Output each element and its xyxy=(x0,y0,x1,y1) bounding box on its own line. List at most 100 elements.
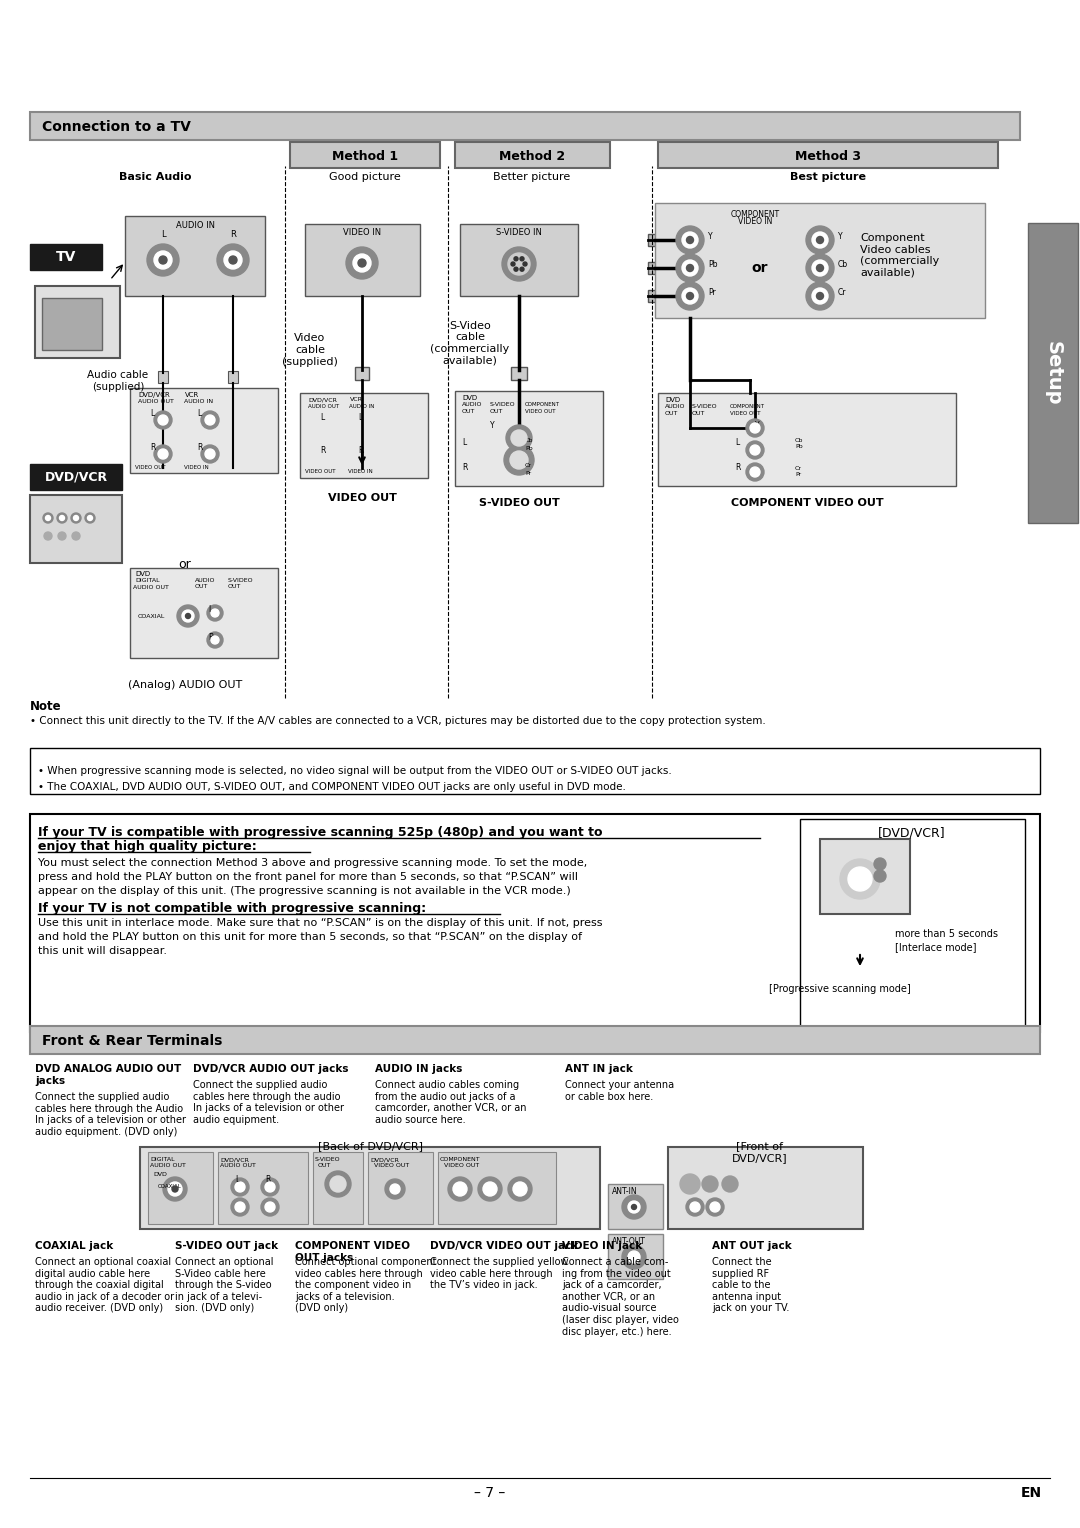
Circle shape xyxy=(235,1183,245,1192)
Text: Method 3: Method 3 xyxy=(795,150,861,163)
Text: EN: EN xyxy=(1021,1487,1042,1500)
Circle shape xyxy=(513,1183,527,1196)
Bar xyxy=(455,142,610,168)
Circle shape xyxy=(353,254,372,272)
Circle shape xyxy=(265,1183,275,1192)
Text: Front & Rear Terminals: Front & Rear Terminals xyxy=(42,1034,222,1048)
Bar xyxy=(658,393,956,486)
Bar xyxy=(820,839,910,914)
Bar xyxy=(30,495,122,562)
Circle shape xyxy=(168,1183,183,1196)
Text: ANT-IN: ANT-IN xyxy=(612,1187,637,1196)
Bar xyxy=(228,371,238,384)
Text: S-VIDEO IN: S-VIDEO IN xyxy=(496,228,542,237)
Text: or: or xyxy=(752,261,768,275)
Text: S-VIDEO: S-VIDEO xyxy=(692,403,717,410)
Text: TV: TV xyxy=(56,251,77,264)
Bar xyxy=(30,112,1020,141)
Bar xyxy=(30,1025,1040,1054)
Circle shape xyxy=(235,1203,245,1212)
Text: Better picture: Better picture xyxy=(494,173,570,182)
Circle shape xyxy=(514,257,518,261)
Text: (Analog) AUDIO OUT: (Analog) AUDIO OUT xyxy=(127,680,242,691)
Circle shape xyxy=(229,257,237,264)
Text: Y: Y xyxy=(838,232,842,240)
Text: DVD/VCR: DVD/VCR xyxy=(220,1157,248,1161)
Bar xyxy=(30,749,1040,795)
Text: Connect the supplied audio
cables here through the Audio
In jacks of a televisio: Connect the supplied audio cables here t… xyxy=(35,1093,186,1137)
Circle shape xyxy=(59,515,65,521)
Circle shape xyxy=(85,513,95,523)
Text: Use this unit in interlace mode. Make sure that no “P.SCAN” is on the display of: Use this unit in interlace mode. Make su… xyxy=(38,918,603,927)
Bar xyxy=(305,225,420,296)
Text: S-VIDEO OUT: S-VIDEO OUT xyxy=(478,498,559,507)
Text: S-VIDEO OUT jack: S-VIDEO OUT jack xyxy=(175,1241,279,1251)
Circle shape xyxy=(508,254,530,275)
Text: [Progressive scanning mode]: [Progressive scanning mode] xyxy=(769,984,910,995)
Text: AUDIO IN: AUDIO IN xyxy=(184,399,213,403)
Circle shape xyxy=(511,261,515,266)
Circle shape xyxy=(45,515,51,521)
Circle shape xyxy=(201,445,219,463)
Text: VCR: VCR xyxy=(185,393,199,397)
Circle shape xyxy=(702,1177,718,1192)
Circle shape xyxy=(816,237,824,243)
Bar xyxy=(42,298,102,350)
Text: Connect audio cables coming
from the audio out jacks of a
camcorder, another VCR: Connect audio cables coming from the aud… xyxy=(375,1080,527,1125)
Circle shape xyxy=(816,264,824,272)
Text: Basic Audio: Basic Audio xyxy=(119,173,191,182)
Text: COMPONENT: COMPONENT xyxy=(440,1157,481,1161)
Text: • When progressive scanning mode is selected, no video signal will be output fro: • When progressive scanning mode is sele… xyxy=(38,766,672,776)
Circle shape xyxy=(523,261,527,266)
Circle shape xyxy=(207,633,222,648)
Text: L: L xyxy=(320,413,324,422)
Circle shape xyxy=(87,515,93,521)
Text: AUDIO IN: AUDIO IN xyxy=(175,222,215,231)
Bar xyxy=(648,290,658,303)
Text: COAXIAL jack: COAXIAL jack xyxy=(35,1241,113,1251)
Text: COMPONENT VIDEO
OUT jacks: COMPONENT VIDEO OUT jacks xyxy=(295,1241,410,1262)
Text: You must select the connection Method 3 above and progressive scanning mode. To : You must select the connection Method 3 … xyxy=(38,859,588,868)
Text: Y: Y xyxy=(490,422,495,429)
Text: Cb: Cb xyxy=(525,439,534,443)
Circle shape xyxy=(154,251,172,269)
Bar xyxy=(438,1152,556,1224)
Circle shape xyxy=(217,244,249,277)
Circle shape xyxy=(690,1203,700,1212)
Circle shape xyxy=(710,1203,720,1212)
Text: S-VIDEO: S-VIDEO xyxy=(315,1157,340,1161)
Text: L: L xyxy=(150,410,154,419)
Text: VIDEO OUT: VIDEO OUT xyxy=(374,1163,409,1167)
Text: R: R xyxy=(265,1175,270,1184)
Text: DIGITAL: DIGITAL xyxy=(135,578,160,584)
Circle shape xyxy=(806,283,834,310)
Text: OUT: OUT xyxy=(462,410,475,414)
Text: Cr: Cr xyxy=(838,287,847,296)
Circle shape xyxy=(231,1198,249,1216)
Circle shape xyxy=(384,1180,405,1199)
Text: If your TV is compatible with progressive scanning 525p (480p) and you want to: If your TV is compatible with progressiv… xyxy=(38,827,603,839)
Text: [DVD/VCR]: [DVD/VCR] xyxy=(878,827,946,839)
Text: S-VIDEO: S-VIDEO xyxy=(490,402,515,406)
Circle shape xyxy=(211,636,219,643)
Text: VIDEO OUT: VIDEO OUT xyxy=(525,410,555,414)
Circle shape xyxy=(502,248,536,281)
Circle shape xyxy=(177,605,199,626)
Circle shape xyxy=(874,859,886,869)
Circle shape xyxy=(746,463,764,481)
Bar xyxy=(35,286,120,358)
Text: R: R xyxy=(462,463,468,472)
Circle shape xyxy=(507,425,532,451)
Circle shape xyxy=(147,244,179,277)
Text: AUDIO: AUDIO xyxy=(665,403,686,410)
Circle shape xyxy=(840,859,880,898)
Bar xyxy=(130,388,278,474)
Text: VCR: VCR xyxy=(350,397,363,402)
Text: OUT: OUT xyxy=(665,411,678,416)
Text: DVD/VCR: DVD/VCR xyxy=(44,471,108,483)
Text: COMPONENT: COMPONENT xyxy=(525,402,561,406)
Text: Connect an optional coaxial
digital audio cable here
through the coaxial digital: Connect an optional coaxial digital audi… xyxy=(35,1258,174,1314)
Bar xyxy=(368,1152,433,1224)
Circle shape xyxy=(680,1174,700,1193)
Text: R: R xyxy=(320,446,325,455)
